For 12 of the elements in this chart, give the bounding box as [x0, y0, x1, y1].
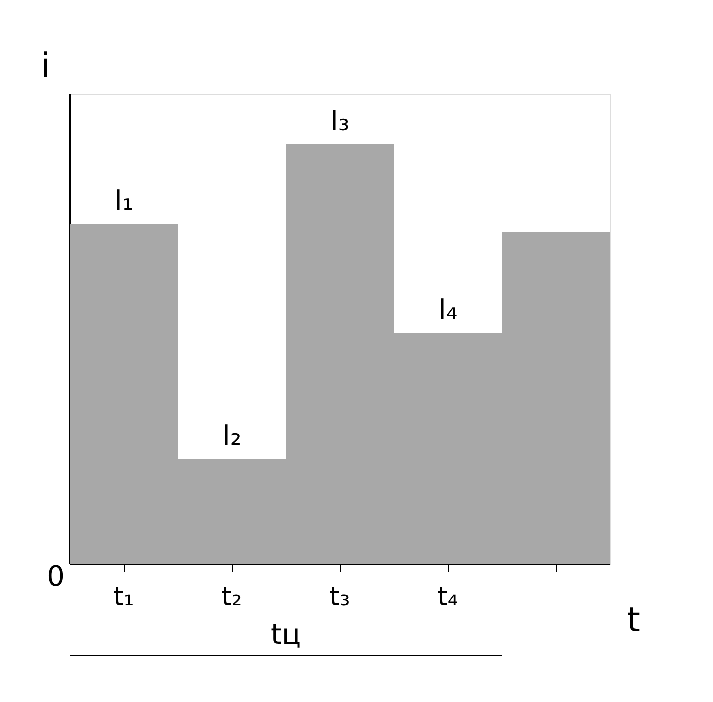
annotation: I₁ — [114, 184, 134, 218]
text: 0 — [47, 560, 65, 593]
x-tick-label: t₃ — [330, 582, 350, 612]
annotation: I₂ — [222, 419, 242, 452]
x-axis-title: t — [627, 600, 640, 640]
text: tц — [270, 618, 302, 651]
x-tick-label: t₁ — [114, 582, 134, 612]
y-axis-title: i — [41, 46, 50, 86]
annotation: I₃ — [330, 104, 350, 138]
annotation: I₄ — [438, 293, 458, 326]
x-tick-label: t₂ — [222, 582, 242, 612]
x-tick-label: t₄ — [438, 582, 458, 612]
